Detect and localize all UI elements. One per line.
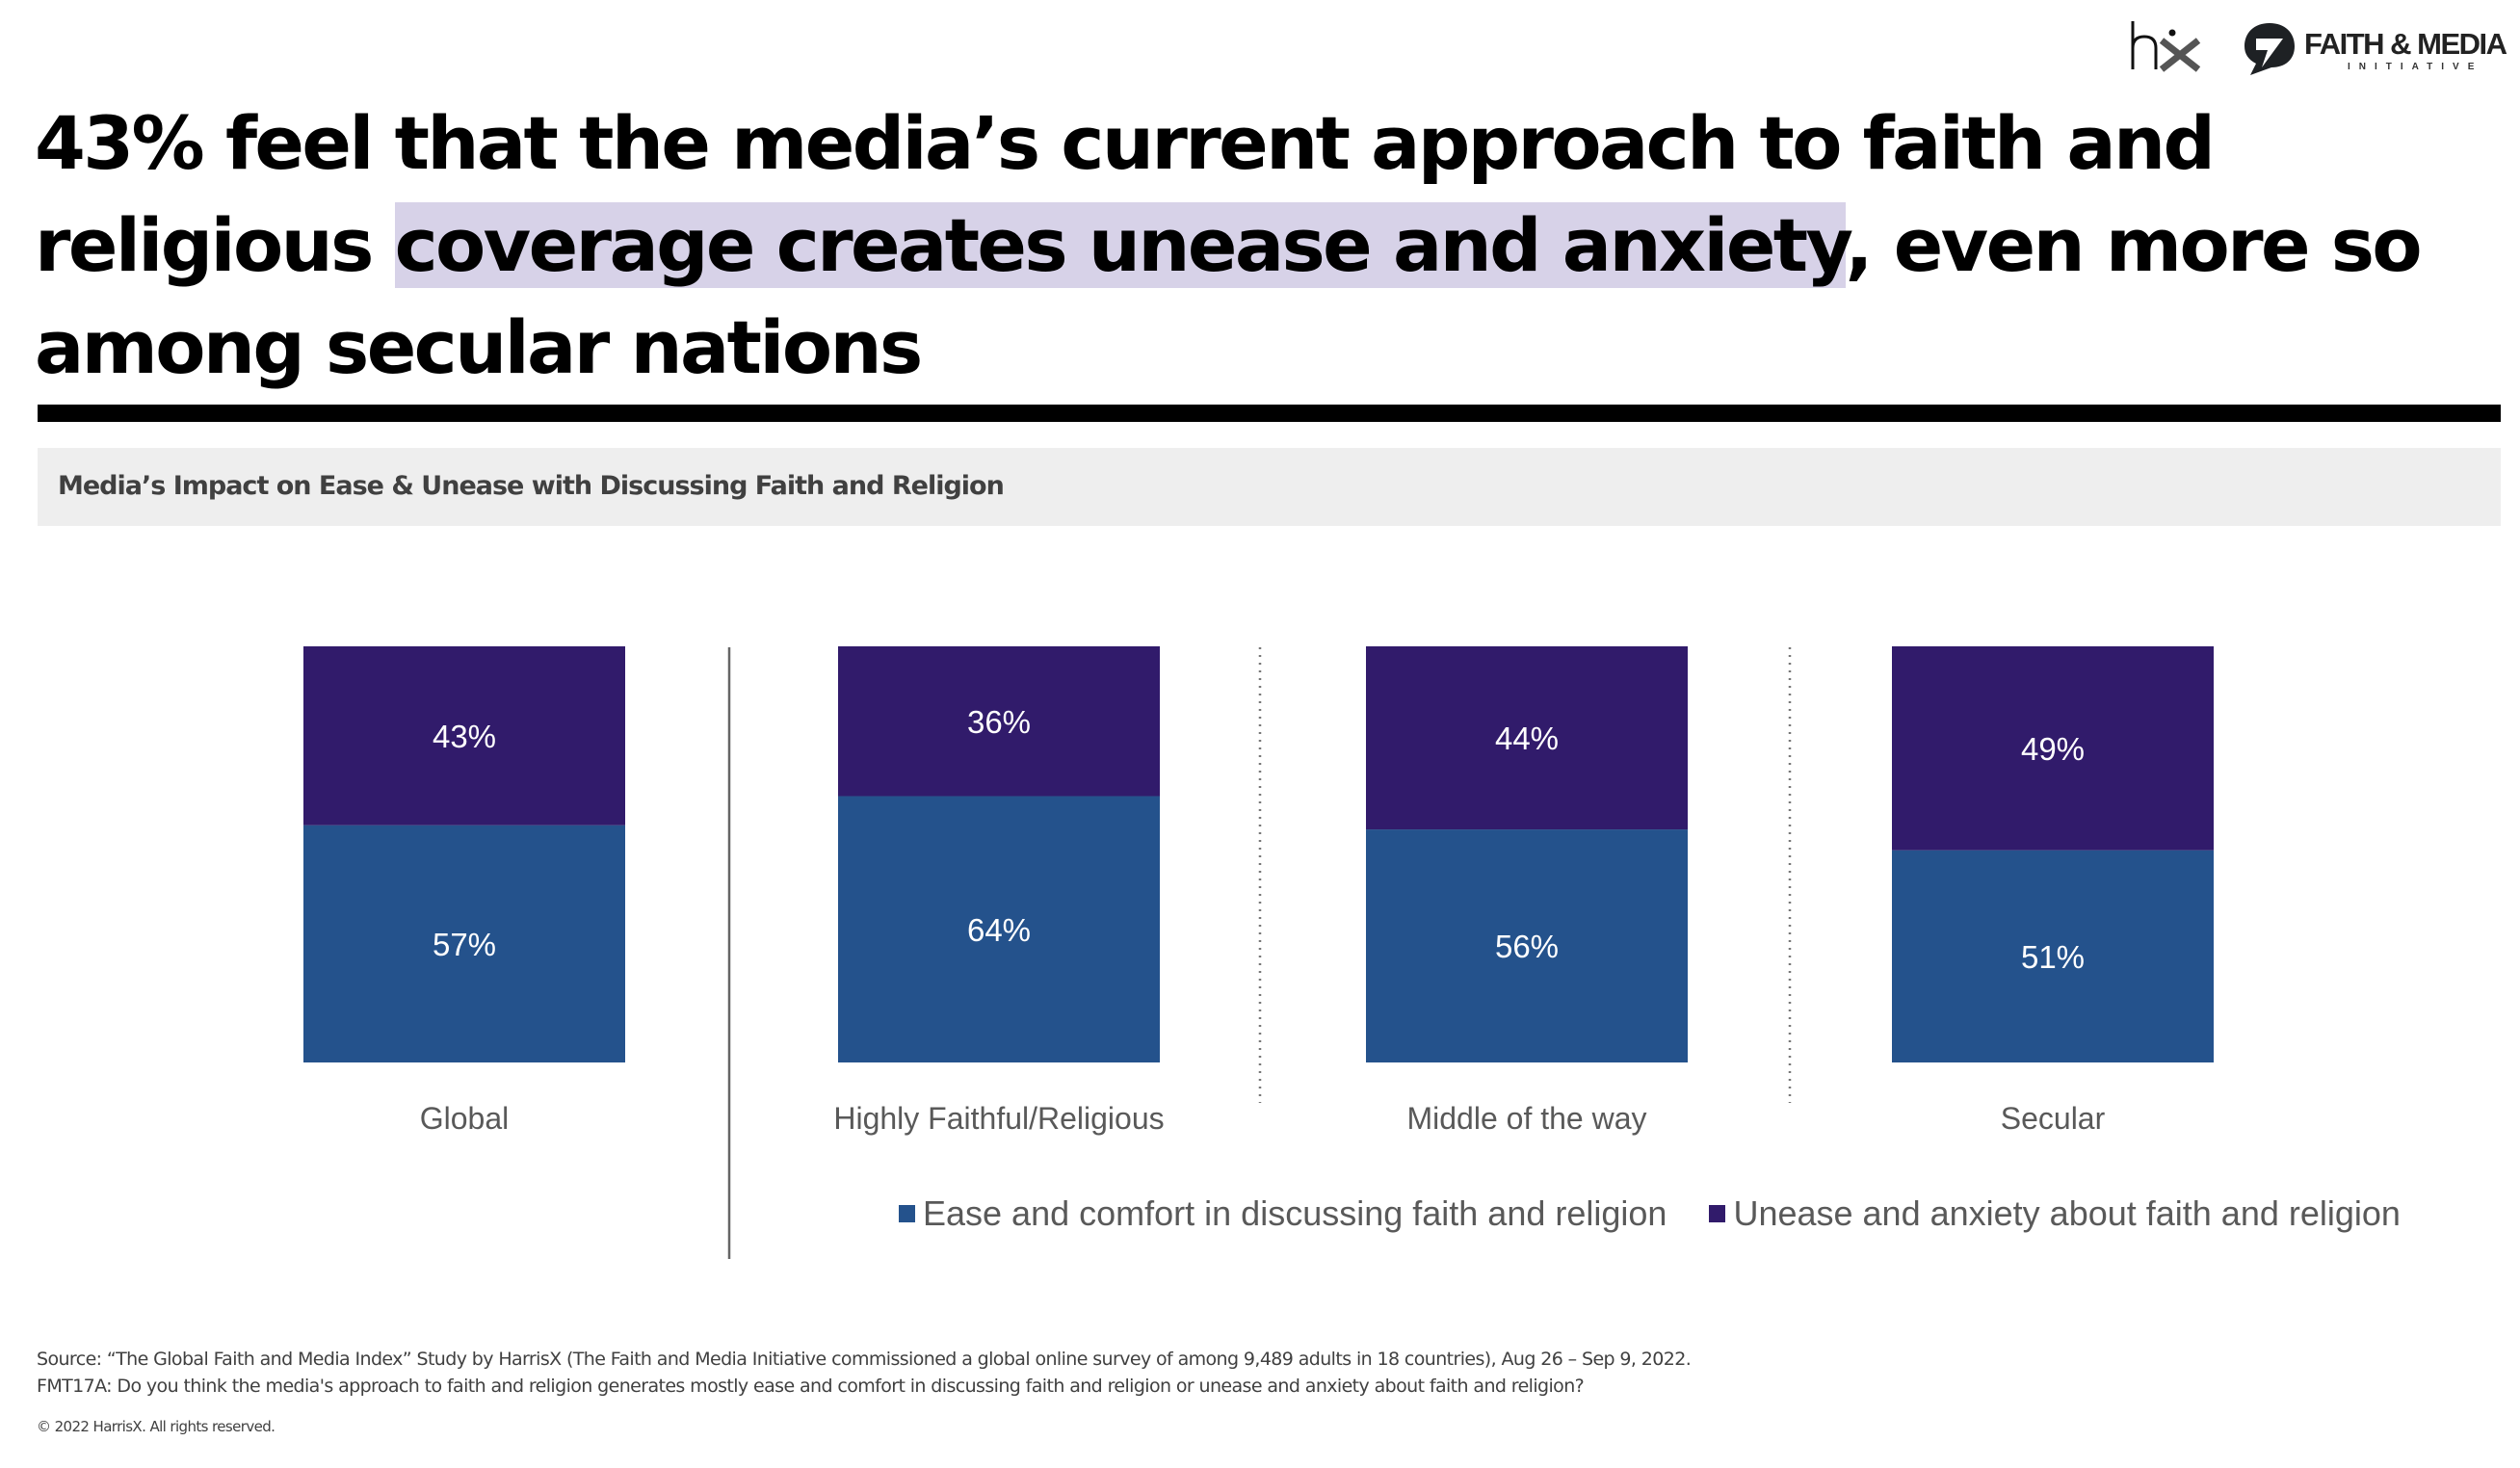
legend-label-unease: Unease and anxiety about faith and relig… [1733,1193,2401,1233]
harrisx-logo-icon [2131,21,2201,72]
headline-part-1: 43% feel that the media’s current approa… [35,100,2216,288]
category-label: Global [420,1101,510,1136]
headline-highlight: coverage creates unease and anxiety [394,202,1848,288]
bar-segment-ease [1892,850,2214,1062]
category-label: Secular [2001,1101,2106,1136]
legend-label-ease: Ease and comfort in discussing faith and… [923,1193,1667,1233]
bar-segment-ease [838,796,1160,1062]
source-footnote: Source: “The Global Faith and Media Inde… [37,1349,1692,1370]
page-title: 43% feel that the media’s current approa… [35,92,2510,399]
headline-part-2: , even more so among secular nations [35,202,2423,390]
data-label-unease: 44% [1495,721,1559,756]
data-label-ease: 56% [1495,929,1559,964]
data-label-ease: 57% [433,927,496,962]
data-label-unease: 49% [2021,731,2085,767]
bar-segment-unease [1892,646,2214,851]
data-label-ease: 51% [2021,939,2085,975]
legend-swatch-ease [899,1205,915,1222]
legend-item-unease: Unease and anxiety about faith and relig… [1709,1193,2401,1234]
data-label-unease: 43% [433,719,496,754]
title-divider-rule [38,405,2501,422]
bar-segment-unease [838,646,1160,797]
category-label: Highly Faithful/Religious [833,1101,1164,1136]
chart-header-band: Media’s Impact on Ease & Unease with Dis… [38,448,2501,526]
legend-item-ease: Ease and comfort in discussing faith and… [899,1193,1667,1234]
chart-title: Media’s Impact on Ease & Unease with Dis… [58,471,1005,501]
question-footnote: FMT17A: Do you think the media's approac… [37,1376,1585,1397]
bar-segment-unease [303,646,625,826]
faith-media-logo-subtitle: INITIATIVE [2348,62,2483,72]
copyright-notice: © 2022 HarrisX. All rights reserved. [37,1418,276,1435]
speech-bubble-logo-icon [2244,23,2295,75]
data-label-ease: 64% [967,912,1031,948]
bar-segment-ease [1366,829,1688,1062]
bar-segment-ease [303,825,625,1062]
chart-legend: Ease and comfort in discussing faith and… [899,1191,2433,1234]
faith-media-logo-text: FAITH & MEDIA [2304,27,2507,61]
category-label: Middle of the way [1406,1101,1646,1136]
bar-segment-unease [1366,646,1688,830]
legend-swatch-unease [1709,1205,1726,1222]
data-label-unease: 36% [967,704,1031,740]
